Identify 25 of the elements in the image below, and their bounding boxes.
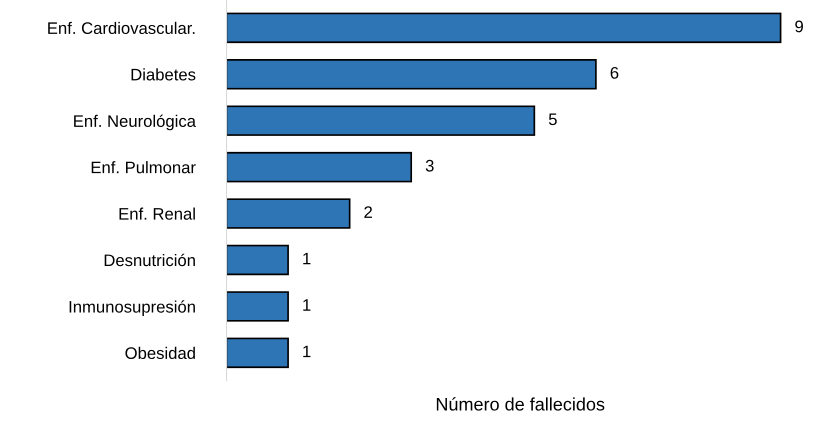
bar [226, 105, 536, 136]
y-tick-label: Enf. Pulmonar [92, 161, 196, 174]
data-label: 1 [303, 346, 310, 358]
data-label: 9 [795, 20, 803, 32]
data-label: 6 [610, 66, 618, 79]
y-tick-label: Inmunosupresión [70, 300, 195, 316]
bar [226, 198, 350, 229]
y-tick-label: Desnutrición [104, 254, 195, 266]
bar [226, 12, 782, 44]
bar [226, 59, 597, 90]
bar [226, 291, 289, 322]
bar [226, 244, 289, 276]
y-tick-label: Enf. Neurológica [74, 114, 196, 130]
data-label: 5 [548, 114, 557, 126]
data-label: 2 [364, 206, 372, 218]
y-tick-label: Enf. Cardiovascular. [48, 22, 194, 34]
x-axis-title: Número de fallecidos [436, 397, 604, 411]
bar [226, 338, 289, 368]
y-tick-label: Enf. Renal [120, 208, 195, 220]
data-label: 1 [303, 252, 310, 264]
data-label: 3 [426, 160, 434, 172]
data-label: 1 [303, 299, 310, 311]
y-tick-label: Diabetes [132, 68, 196, 80]
bar [226, 152, 412, 182]
y-tick-label: Obesidad [125, 346, 195, 360]
